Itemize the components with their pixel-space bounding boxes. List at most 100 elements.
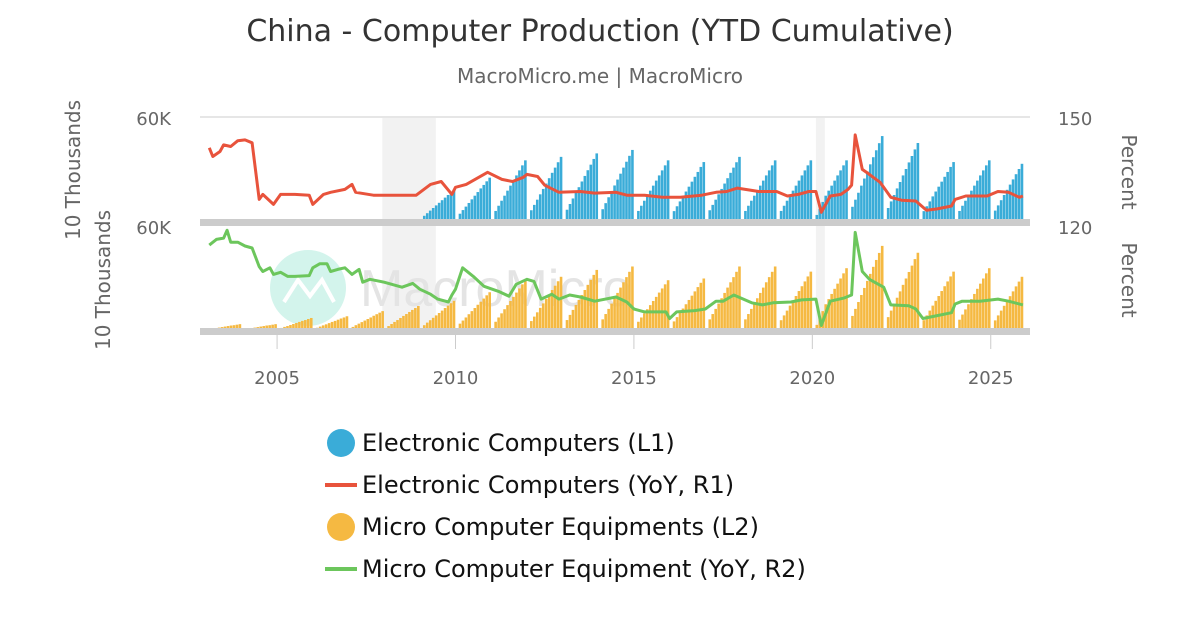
bar-2014-9 [622,282,625,330]
legend-label: Electronic Computers (L1) [362,429,675,457]
bar-2010-4 [464,317,468,330]
bar-2024-2 [958,319,961,330]
bar-2009-2 [422,215,426,221]
bar-2010-3 [461,210,465,221]
bar-2011-7 [509,300,512,330]
bar-2005-7 [295,322,298,330]
bar-2007-7 [366,319,370,330]
bar-2011-3 [497,205,500,221]
bar-2015-5 [645,195,649,221]
bar-2017-8 [726,178,729,221]
watermark-circle [270,250,346,326]
bar-2013-2 [565,209,569,221]
bar-2007-11 [378,312,381,330]
bar-2018-9 [764,282,768,330]
bar-2021-4 [857,302,860,330]
bar-2014-4 [607,197,610,221]
bar-2019-3 [782,315,786,330]
bar-2014-5 [610,191,613,221]
x-tick-label: 2025 [968,368,1014,389]
x-tick-label: 2020 [789,368,835,389]
legend-line-icon [325,567,357,571]
bar-2012-2 [530,210,533,221]
bar-2015-6 [648,305,652,330]
bar-2012-3 [532,316,536,330]
bar-2024-11 [984,165,988,221]
bar-2008-4 [393,321,396,330]
bar-2016-7 [687,186,691,221]
bar-2012-8 [547,294,551,330]
bar-2014-3 [604,314,607,330]
bar-2008-9 [408,311,411,330]
bar-2010-9 [479,301,483,330]
bar-2021-7 [866,171,869,221]
bar-2024-6 [970,190,973,221]
bar-2011-4 [500,200,503,221]
bar-2007-10 [375,314,378,330]
bar-2019-10 [803,170,807,221]
bar-2021-5 [860,294,863,330]
bar-2013-8 [583,175,587,221]
bar-2016-5 [681,308,685,330]
bar-2018-2 [744,319,747,330]
bar-2015-3 [640,205,643,221]
bar-2018-8 [761,180,765,221]
bar-2024-10 [982,278,985,330]
legend-item-micro-computer-equipment-yoy[interactable]: Micro Computer Equipment (YoY, R2) [320,548,806,590]
bar-2014-3 [604,203,607,221]
bar-2025-11 [1020,163,1024,221]
bar-2013-6 [577,299,581,330]
bar-2024-5 [967,195,970,221]
bar-2019-7 [794,185,798,221]
bar-2021-11 [877,252,881,330]
bar-2009-7 [437,313,441,330]
panel1-baseline [200,219,1030,226]
bar-2023-11 [949,166,952,221]
bar-2005-5 [289,325,292,330]
bar-2008-5 [396,320,399,330]
bar-2013-9 [586,170,590,221]
bar-2023-2 [922,211,926,221]
bar-2007-12 [381,311,384,330]
bar-2019-6 [791,190,795,221]
bar-2015-12 [666,160,670,221]
legend-item-electronic-computers[interactable]: Electronic Computers (L1) [320,422,806,464]
bar-2015-11 [663,165,667,221]
bar-2012-9 [550,290,554,330]
bar-2018-11 [770,165,774,221]
bar-2015-5 [645,309,649,330]
bar-2023-8 [940,181,943,221]
bar-2011-2 [494,210,497,221]
bar-2019-4 [785,310,789,330]
bar-2024-2 [958,210,961,221]
panel2-left-axis-label: 10 Thousands [91,210,115,350]
bar-2007-3 [354,325,358,330]
bar-2025-6 [1005,189,1009,221]
bar-2010-9 [479,188,483,221]
bar-2008-12 [417,305,420,330]
bar-2025-10 [1017,169,1021,221]
bar-2025-9 [1014,286,1018,330]
legend-label: Micro Computer Equipment (YoY, R2) [362,555,806,583]
bar-2015-4 [643,313,646,330]
bar-2016-2 [672,211,676,221]
bar-2008-8 [405,314,408,330]
bar-2006-7 [330,321,334,330]
bar-2010-2 [458,213,462,221]
legend-item-electronic-computers-yoy[interactable]: Electronic Computers (YoY, R1) [320,464,806,506]
bar-2009-12 [452,300,456,330]
bar-2020-3 [818,208,822,221]
legend-item-micro-computer-equipments[interactable]: Micro Computer Equipments (L2) [320,506,806,548]
bar-2007-5 [360,322,364,330]
bar-2023-4 [928,310,932,330]
bar-2021-10 [874,150,878,221]
bar-2006-6 [327,323,331,330]
bar-2016-9 [693,176,697,221]
bar-2016-6 [684,191,688,221]
bar-2022-9 [907,162,911,221]
bar-2019-9 [800,175,804,221]
bar-2016-8 [690,181,694,221]
bar-2017-2 [708,210,712,221]
bar-2009-5 [431,208,435,221]
bar-2018-4 [750,308,753,330]
